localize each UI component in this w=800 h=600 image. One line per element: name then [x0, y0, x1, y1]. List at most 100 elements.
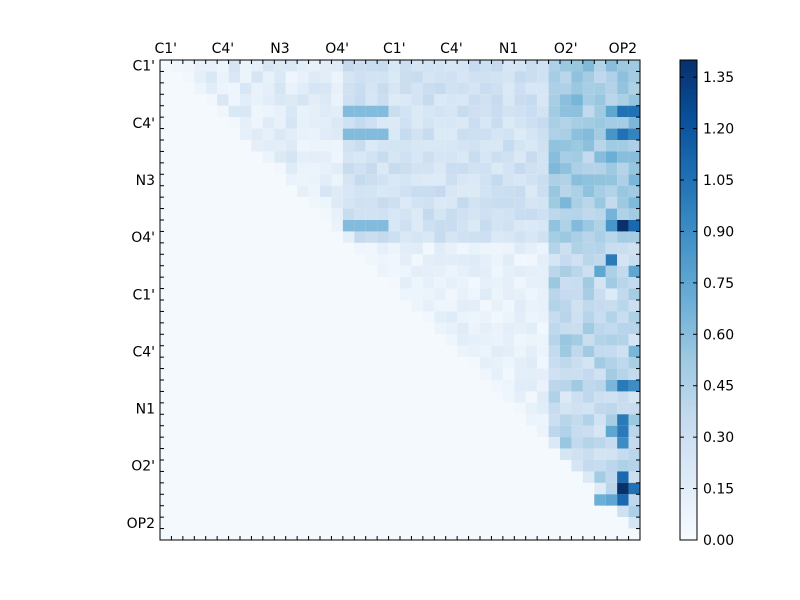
heatmap-cell: [548, 288, 561, 301]
heatmap-cell: [457, 368, 469, 381]
heatmap-cell: [354, 254, 366, 266]
heatmap-cell: [502, 345, 515, 358]
heatmap-cell: [194, 505, 206, 518]
heatmap-cell: [560, 162, 572, 175]
heatmap-cell: [171, 208, 183, 221]
heatmap-cell: [525, 322, 538, 335]
heatmap-cell: [297, 162, 309, 175]
heatmap-cell: [331, 505, 343, 518]
heatmap-cell: [205, 151, 218, 163]
heatmap-cell: [194, 425, 206, 438]
heatmap-cell: [205, 128, 218, 141]
heatmap-cell: [560, 117, 572, 129]
heatmap-cell: [365, 437, 378, 449]
heatmap-cell: [514, 414, 526, 426]
heatmap-cell: [262, 254, 275, 266]
heatmap-cell: [434, 94, 446, 106]
heatmap-cell: [411, 357, 423, 369]
heatmap-cell: [594, 117, 606, 129]
heatmap-cell: [457, 105, 469, 118]
heatmap-cell: [571, 357, 583, 369]
heatmap-cell: [274, 391, 286, 403]
heatmap-cell: [160, 380, 172, 392]
heatmap-cell: [617, 185, 629, 198]
heatmap-cell: [548, 437, 561, 449]
heatmap-cell: [491, 448, 503, 461]
heatmap-cell: [285, 448, 298, 461]
heatmap-cell: [171, 334, 183, 346]
heatmap-cell: [354, 460, 366, 472]
heatmap-cell: [548, 117, 561, 129]
heatmap-cell: [320, 311, 332, 323]
heatmap-cell: [468, 300, 481, 312]
heatmap-cell: [445, 471, 458, 483]
heatmap-cell: [571, 322, 583, 335]
heatmap-cell: [525, 265, 538, 278]
heatmap-cell: [297, 128, 309, 141]
heatmap-cell: [582, 197, 595, 209]
heatmap-cell: [457, 425, 469, 438]
heatmap-cell: [514, 162, 526, 175]
heatmap-cell: [205, 448, 218, 461]
heatmap-cell: [525, 174, 538, 186]
heatmap-cell: [171, 162, 183, 175]
heatmap-cell: [251, 380, 263, 392]
heatmap-cell: [594, 380, 606, 392]
heatmap-cell: [354, 151, 366, 163]
heatmap-cell: [228, 414, 241, 426]
heatmap-cell: [251, 482, 263, 495]
heatmap-cell: [617, 151, 629, 163]
heatmap-cell: [502, 71, 515, 83]
heatmap-cell: [342, 288, 355, 301]
heatmap-cell: [548, 82, 561, 95]
heatmap-cell: [605, 345, 618, 358]
heatmap-cell: [354, 334, 366, 346]
heatmap-cell: [582, 322, 595, 335]
heatmap-cell: [605, 208, 618, 221]
heatmap-cell: [320, 242, 332, 255]
heatmap-cell: [240, 254, 252, 266]
heatmap-cell: [228, 82, 241, 95]
heatmap-cell: [434, 300, 446, 312]
heatmap-cell: [262, 380, 275, 392]
heatmap-cell: [422, 322, 435, 335]
heatmap-cell: [594, 482, 606, 495]
heatmap-cell: [354, 471, 366, 483]
heatmap-cell: [365, 265, 378, 278]
heatmap-cell: [560, 471, 572, 483]
heatmap-cell: [331, 117, 343, 129]
heatmap-cell: [582, 231, 595, 243]
heatmap-cell: [182, 471, 195, 483]
heatmap-cell: [240, 117, 252, 129]
heatmap-cell: [251, 334, 263, 346]
heatmap-cell: [205, 494, 218, 506]
heatmap-cell: [262, 220, 275, 232]
heatmap-cell: [354, 300, 366, 312]
heatmap-cell: [262, 197, 275, 209]
heatmap-cell: [525, 345, 538, 358]
heatmap-cell: [342, 494, 355, 506]
heatmap-cell: [457, 231, 469, 243]
heatmap-cell: [537, 254, 549, 266]
heatmap-cell: [320, 254, 332, 266]
heatmap-cell: [308, 185, 321, 198]
heatmap-cell: [160, 402, 172, 415]
heatmap-cell: [502, 174, 515, 186]
heatmap-cell: [605, 60, 618, 72]
heatmap-cell: [285, 265, 298, 278]
heatmap-cell: [582, 437, 595, 449]
heatmap-cell: [514, 391, 526, 403]
heatmap-cell: [525, 425, 538, 438]
heatmap-cell: [548, 71, 561, 83]
heatmap-cell: [457, 334, 469, 346]
heatmap-cell: [560, 494, 572, 506]
heatmap-cell: [388, 425, 401, 438]
heatmap-cell: [217, 322, 229, 335]
heatmap-cell: [514, 460, 526, 472]
heatmap-cell: [411, 197, 423, 209]
heatmap-cell: [594, 162, 606, 175]
heatmap-cell: [262, 82, 275, 95]
heatmap-cell: [240, 242, 252, 255]
heatmap-cell: [377, 471, 389, 483]
heatmap-cell: [594, 322, 606, 335]
